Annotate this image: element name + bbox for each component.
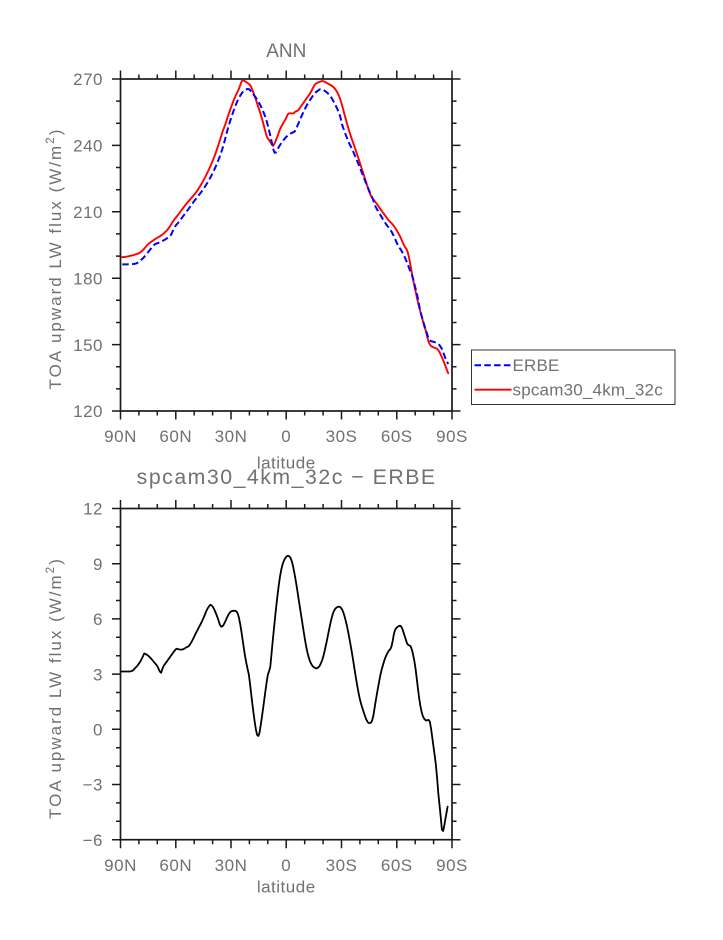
svg-text:30N: 30N	[215, 427, 248, 446]
svg-text:210: 210	[73, 203, 103, 222]
svg-text:120: 120	[73, 402, 103, 421]
svg-text:spcam30_4km_32c: spcam30_4km_32c	[513, 381, 664, 400]
svg-text:90S: 90S	[436, 427, 468, 446]
svg-text:90N: 90N	[104, 427, 137, 446]
svg-text:latitude: latitude	[257, 878, 316, 897]
svg-text:30N: 30N	[215, 856, 248, 875]
svg-text:0: 0	[281, 856, 291, 875]
svg-text:ERBE: ERBE	[513, 356, 560, 375]
svg-text:−6: −6	[83, 831, 103, 850]
svg-text:0: 0	[281, 427, 291, 446]
svg-text:180: 180	[73, 269, 103, 288]
svg-text:9: 9	[93, 555, 103, 574]
svg-text:spcam30_4km_32c − ERBE: spcam30_4km_32c − ERBE	[137, 465, 437, 489]
svg-text:30S: 30S	[326, 856, 358, 875]
svg-text:60N: 60N	[159, 427, 192, 446]
svg-text:90N: 90N	[104, 856, 137, 875]
svg-text:−3: −3	[83, 776, 103, 795]
svg-text:60N: 60N	[159, 856, 192, 875]
svg-text:240: 240	[73, 137, 103, 156]
svg-text:TOA upward LW flux (W/m2): TOA upward LW flux (W/m2)	[43, 557, 65, 819]
svg-text:270: 270	[73, 70, 103, 89]
svg-text:0: 0	[93, 721, 103, 740]
svg-text:ANN: ANN	[266, 41, 306, 62]
svg-text:60S: 60S	[381, 427, 413, 446]
svg-text:150: 150	[73, 336, 103, 355]
svg-text:12: 12	[83, 500, 103, 519]
svg-text:30S: 30S	[326, 427, 358, 446]
svg-text:90S: 90S	[436, 856, 468, 875]
svg-text:6: 6	[93, 610, 103, 629]
svg-text:TOA upward LW flux (W/m2): TOA upward LW flux (W/m2)	[43, 128, 65, 390]
svg-text:latitude: latitude	[257, 454, 316, 473]
svg-text:60S: 60S	[381, 856, 413, 875]
svg-text:3: 3	[93, 665, 103, 684]
